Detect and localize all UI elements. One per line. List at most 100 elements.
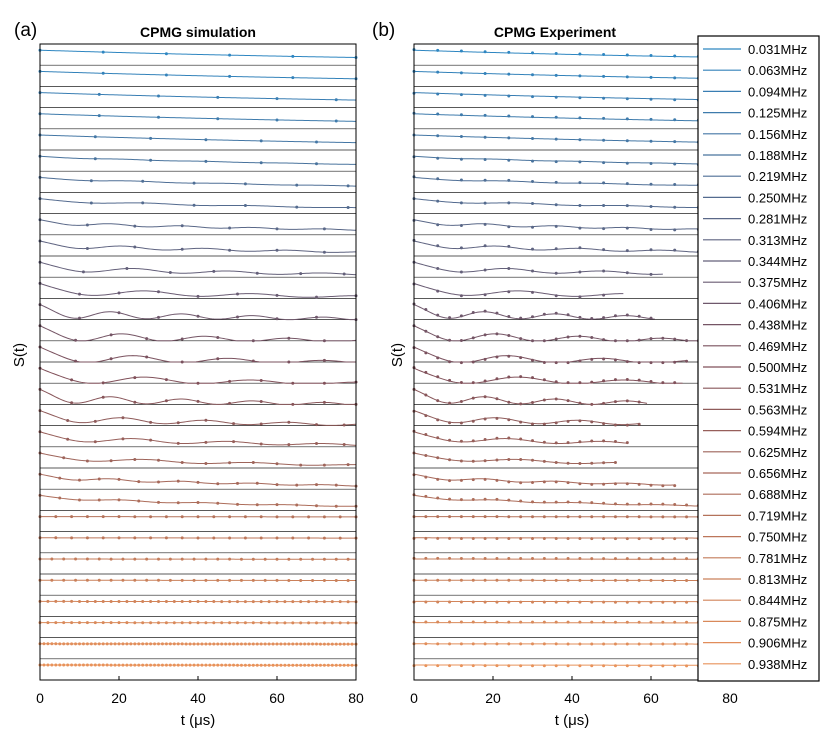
data-point <box>436 418 440 422</box>
data-point <box>507 578 511 582</box>
data-point <box>673 183 677 186</box>
data-point <box>531 620 534 624</box>
data-point <box>554 247 558 251</box>
data-point <box>279 642 283 646</box>
data-point <box>507 136 511 140</box>
data-point <box>259 621 263 625</box>
legend-entry: 0.375MHz <box>748 275 807 290</box>
data-point <box>149 536 153 540</box>
data-point <box>89 201 93 205</box>
series-line-a-10 <box>39 261 357 276</box>
series-line-b-13 <box>413 325 731 342</box>
series-line-b-16 <box>413 388 648 405</box>
data-point <box>62 456 66 460</box>
data-point <box>275 317 279 321</box>
data-point <box>590 557 594 561</box>
data-point <box>578 557 582 561</box>
data-point <box>188 621 192 625</box>
data-point <box>483 477 487 481</box>
data-point <box>436 335 440 339</box>
data-point <box>228 248 232 252</box>
data-point <box>649 337 653 341</box>
data-point <box>578 515 582 519</box>
data-point <box>338 536 342 540</box>
data-point <box>483 293 487 297</box>
data-point <box>318 663 322 667</box>
data-point <box>531 401 534 405</box>
data-point <box>495 458 499 462</box>
data-point <box>149 642 153 646</box>
data-point <box>495 311 499 315</box>
data-point <box>322 250 326 254</box>
data-point <box>673 205 677 209</box>
data-point <box>602 422 606 426</box>
data-point <box>578 138 582 142</box>
data-point <box>307 515 311 519</box>
data-point <box>62 557 66 561</box>
data-point <box>141 642 145 646</box>
legend-entry: 0.625MHz <box>748 445 807 460</box>
data-point <box>673 118 677 122</box>
data-point <box>192 557 196 561</box>
data-point <box>661 381 665 385</box>
data-point <box>566 537 570 541</box>
data-point <box>495 397 499 401</box>
data-point <box>283 600 287 604</box>
data-point <box>649 502 653 506</box>
data-point <box>542 600 546 604</box>
data-point <box>228 557 232 561</box>
data-point <box>554 557 558 561</box>
data-point <box>483 497 487 501</box>
data-point <box>637 620 641 624</box>
data-point <box>436 477 440 481</box>
data-point <box>78 478 81 482</box>
data-point <box>578 419 582 423</box>
legend-entry: 0.156MHz <box>748 127 807 142</box>
data-point <box>649 162 653 166</box>
data-point <box>483 379 487 383</box>
series-line-b-1 <box>413 70 731 80</box>
data-point <box>590 515 594 519</box>
data-point <box>459 515 463 519</box>
data-point <box>471 556 475 560</box>
data-point <box>436 267 440 271</box>
data-point <box>224 642 228 646</box>
series-line-b-20 <box>413 473 675 486</box>
data-point <box>74 663 78 667</box>
data-point <box>149 438 153 442</box>
data-point <box>578 482 582 486</box>
data-point <box>542 557 546 561</box>
data-point <box>448 338 452 342</box>
data-point <box>243 536 247 540</box>
plot-area-simulation <box>38 48 358 681</box>
data-point <box>236 600 239 604</box>
data-point <box>531 137 534 141</box>
data-point <box>204 642 208 646</box>
data-point <box>590 642 594 646</box>
data-point <box>121 557 125 561</box>
data-point <box>483 642 487 646</box>
data-point <box>322 339 326 343</box>
data-point <box>673 54 677 58</box>
data-point <box>613 600 617 604</box>
data-point <box>338 600 342 604</box>
data-point <box>133 515 137 519</box>
data-point <box>602 515 606 519</box>
data-point <box>157 94 160 98</box>
data-point <box>216 117 220 121</box>
data-point <box>542 440 546 444</box>
data-point <box>259 642 263 646</box>
data-point <box>685 557 689 561</box>
data-point <box>661 642 665 646</box>
data-point <box>613 482 617 486</box>
data-point <box>101 50 105 54</box>
data-point <box>566 381 570 385</box>
data-point <box>157 458 160 462</box>
data-point <box>287 336 291 340</box>
data-point <box>637 314 641 318</box>
data-point <box>89 663 93 667</box>
series-line-a-15 <box>39 367 357 384</box>
data-point <box>602 96 606 100</box>
data-point <box>196 501 200 505</box>
data-point <box>471 578 475 582</box>
